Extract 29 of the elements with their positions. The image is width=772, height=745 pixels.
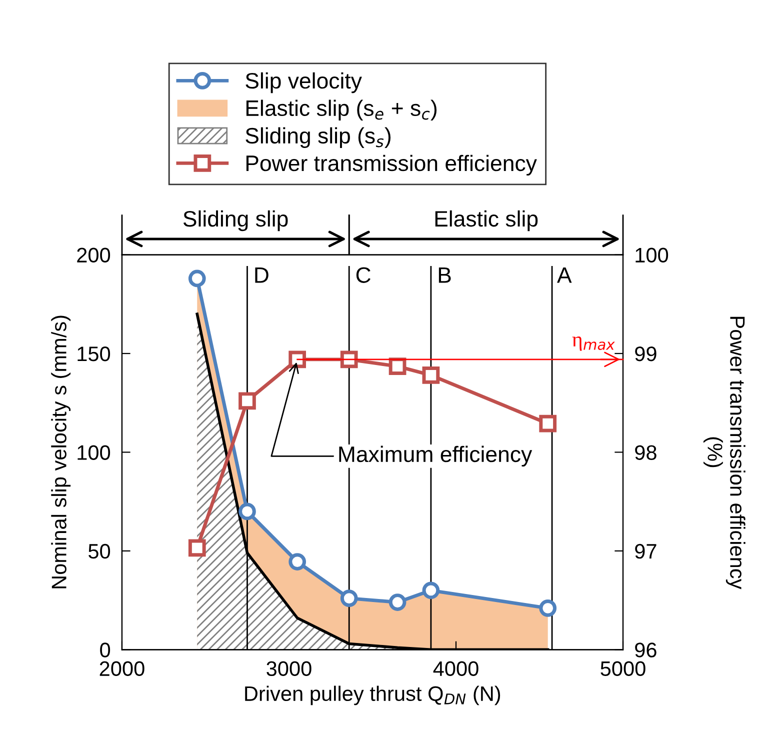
legend-label: Elastic slip (s$_{e}$ + s$_{c}$) bbox=[246, 100, 437, 120]
legend-label: Power transmission efficiency bbox=[246, 154, 537, 176]
legend-label: Sliding slip (s$_{s}$) bbox=[246, 127, 391, 148]
ref-line-label: B bbox=[438, 267, 451, 283]
y2-tick-label: 96 bbox=[635, 642, 656, 658]
y-tick-label: 50 bbox=[88, 544, 110, 559]
y2-tick-label: 100 bbox=[636, 248, 668, 263]
ref-line-label: D bbox=[255, 267, 268, 283]
y2-tick-label: 97 bbox=[635, 544, 656, 559]
y-tick-label: 150 bbox=[78, 346, 110, 362]
legend-label: Slip velocity bbox=[246, 72, 362, 94]
y-tick-label: 0 bbox=[100, 642, 110, 658]
x-axis-title: Driven pulley thrust Q$_{DN}$ (N) bbox=[245, 686, 500, 706]
y2-tick-label: 98 bbox=[635, 445, 656, 460]
y-axis-title: Nominal slip velocity s (mm/s) bbox=[51, 316, 71, 588]
y2-tick-label: 99 bbox=[635, 346, 656, 362]
x-tick-label: 4000 bbox=[433, 661, 478, 676]
text: Sliding slip bbox=[183, 210, 288, 232]
x-tick-label: 5000 bbox=[600, 661, 646, 676]
ref-line-label: A bbox=[557, 267, 572, 283]
y-tick-label: 200 bbox=[77, 248, 110, 263]
annotation: Maximum efficiency bbox=[339, 446, 532, 467]
y-tick-label: 100 bbox=[78, 445, 110, 460]
text: Elastic slip bbox=[435, 210, 538, 232]
ref-line-label: C bbox=[356, 267, 370, 283]
x-tick-label: 3000 bbox=[266, 661, 312, 676]
x-tick-label: 2000 bbox=[100, 661, 144, 676]
ref-line-label: η$_{max}$ bbox=[572, 336, 615, 351]
y2-axis-title: Power transmission efficiency (%) bbox=[704, 316, 746, 590]
